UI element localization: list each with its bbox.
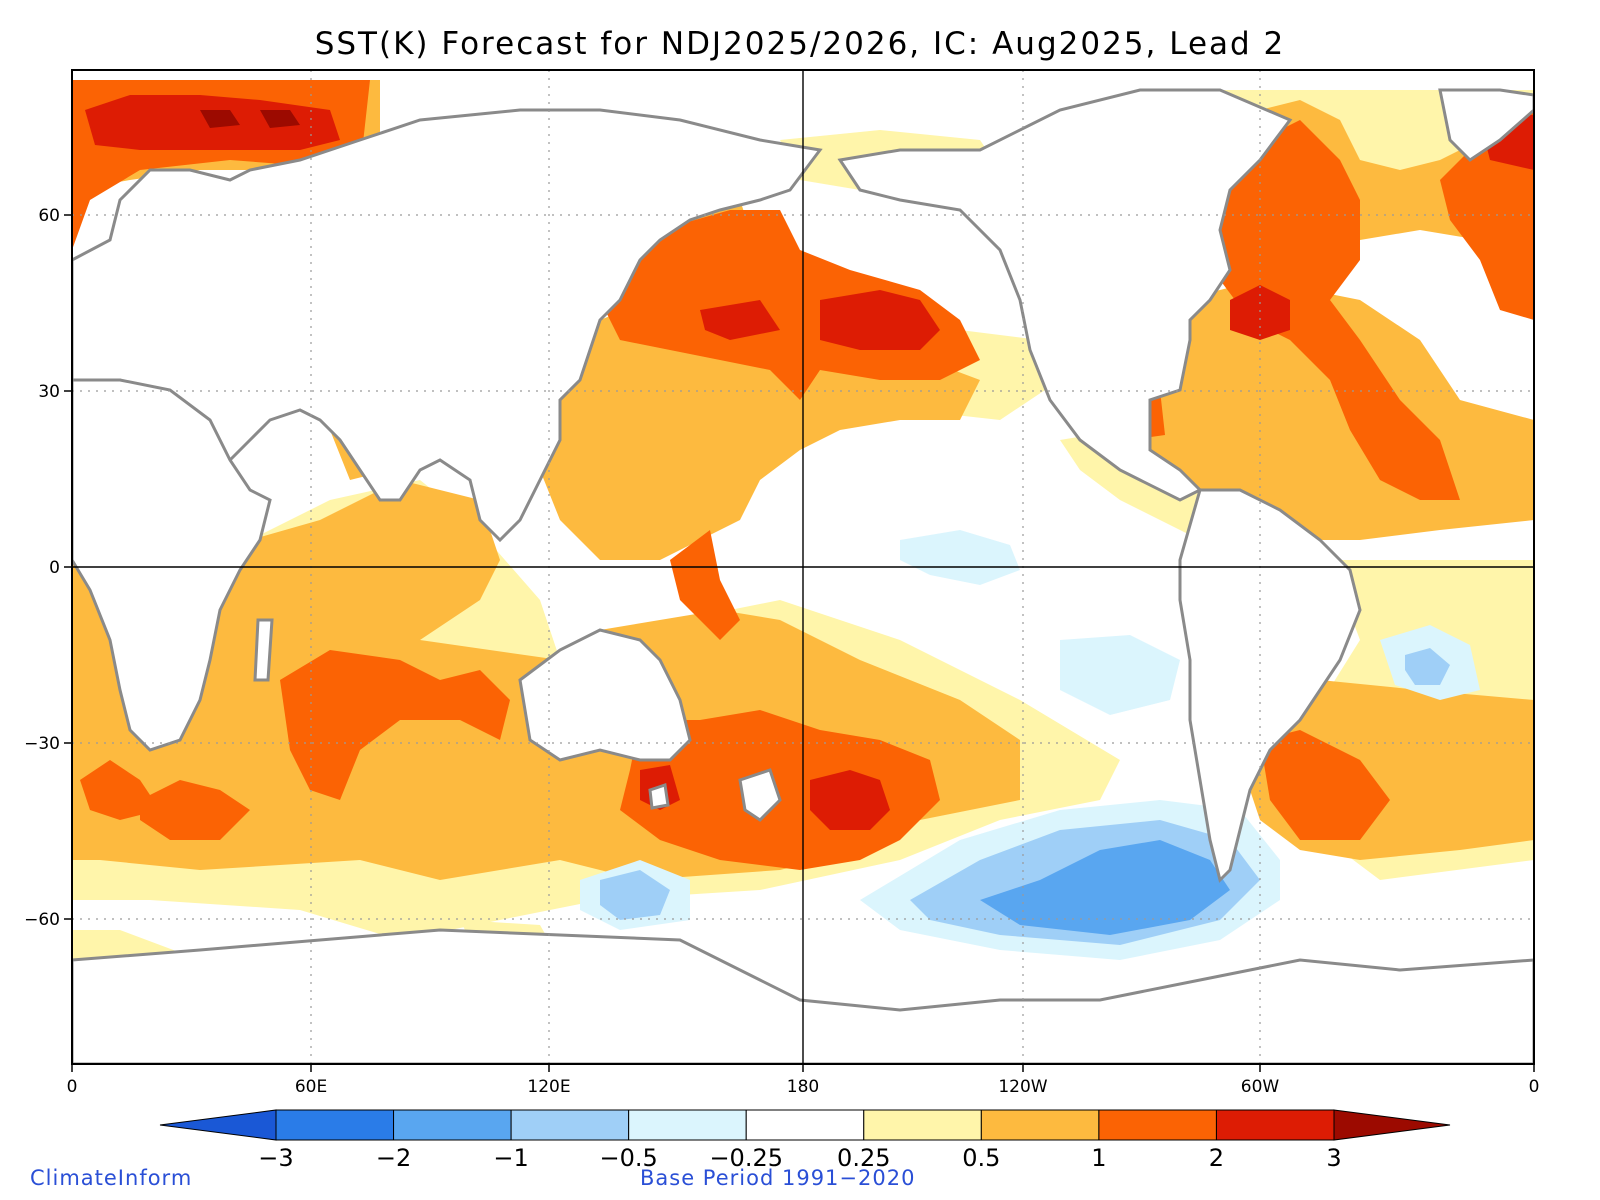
y-tick-label: 0 (49, 558, 60, 578)
colorbar-label: −0.25 (709, 1144, 783, 1172)
tasmania (648, 783, 670, 810)
north-america (837, 88, 1293, 502)
reference-lines (72, 70, 1534, 1064)
colorbar-swatch (745, 1109, 865, 1141)
eurasia (72, 108, 823, 543)
negative-anomalies (580, 530, 1480, 960)
map-title: SST(K) Forecast for NDJ2025/2026, IC: Au… (314, 26, 1286, 62)
colorbar-swatch (510, 1109, 630, 1141)
australia (518, 628, 692, 762)
x-tick-label: 60W (1241, 1077, 1280, 1097)
y-tick-labels: 60 30 0 −30 −60 (24, 206, 60, 930)
colorbar-label: −2 (376, 1144, 411, 1172)
x-tick-label: 180 (787, 1077, 819, 1097)
colorbar-swatch (628, 1109, 747, 1141)
antarctica (72, 928, 1534, 1064)
colorbar-swatch (1215, 1109, 1335, 1141)
continents (72, 88, 1534, 1064)
colorbar-label: 0.5 (962, 1144, 1000, 1172)
x-tick-label: 120W (998, 1077, 1047, 1097)
colorbar-swatch (980, 1109, 1100, 1141)
x-tick-label: 60E (295, 1077, 327, 1097)
colorbar-arrow-low (159, 1109, 277, 1141)
colorbar: −3 −2 −1 −0.5 −0.25 0.25 0.5 1 2 3 (159, 1109, 1451, 1172)
colorbar-label: 0.25 (837, 1144, 890, 1172)
anomaly-neg-0.25 (900, 530, 1020, 585)
x-tick-labels: 0 60E 120E 180 120W 60W 0 (67, 1077, 1540, 1097)
colorbar-swatch (393, 1109, 512, 1141)
colorbar-label: −1 (493, 1144, 528, 1172)
colorbar-label: 2 (1209, 1144, 1224, 1172)
x-tick-label: 120E (527, 1077, 570, 1097)
y-tick-label: 60 (38, 206, 60, 226)
base-period-label: Base Period 1991−2020 (640, 1166, 916, 1190)
colorbar-label: −3 (258, 1144, 293, 1172)
anomaly-2-3 (85, 95, 1534, 830)
y-tick-label: −30 (24, 734, 60, 754)
tick-marks (64, 214, 1535, 1072)
x-tick-label: 0 (67, 1077, 78, 1097)
x-tick-label: 0 (1529, 1077, 1540, 1097)
colorbar-arrow-high (1333, 1109, 1451, 1141)
y-tick-label: 30 (38, 382, 60, 402)
colorbar-label: 3 (1326, 1144, 1341, 1172)
anomaly-neg-0.25 (1060, 635, 1180, 715)
anomaly-above-3 (200, 110, 300, 128)
colorbar-swatch (275, 1109, 395, 1141)
anomaly-neg-1 (980, 840, 1230, 935)
colorbar-label: 1 (1091, 1144, 1106, 1172)
new-zealand (738, 768, 782, 822)
anomaly-neg-0.5 (1405, 648, 1450, 685)
colorbar-swatch (1098, 1109, 1217, 1141)
madagascar (253, 618, 274, 682)
colorbar-swatch (863, 1109, 982, 1141)
south-america (1178, 488, 1362, 883)
greenland (1438, 88, 1534, 162)
africa (72, 378, 272, 752)
colorbar-label: −0.5 (600, 1144, 658, 1172)
credit-label: ClimateInform (30, 1166, 193, 1190)
anomaly-neg-0.5 (600, 870, 670, 920)
y-tick-label: −60 (24, 910, 60, 930)
